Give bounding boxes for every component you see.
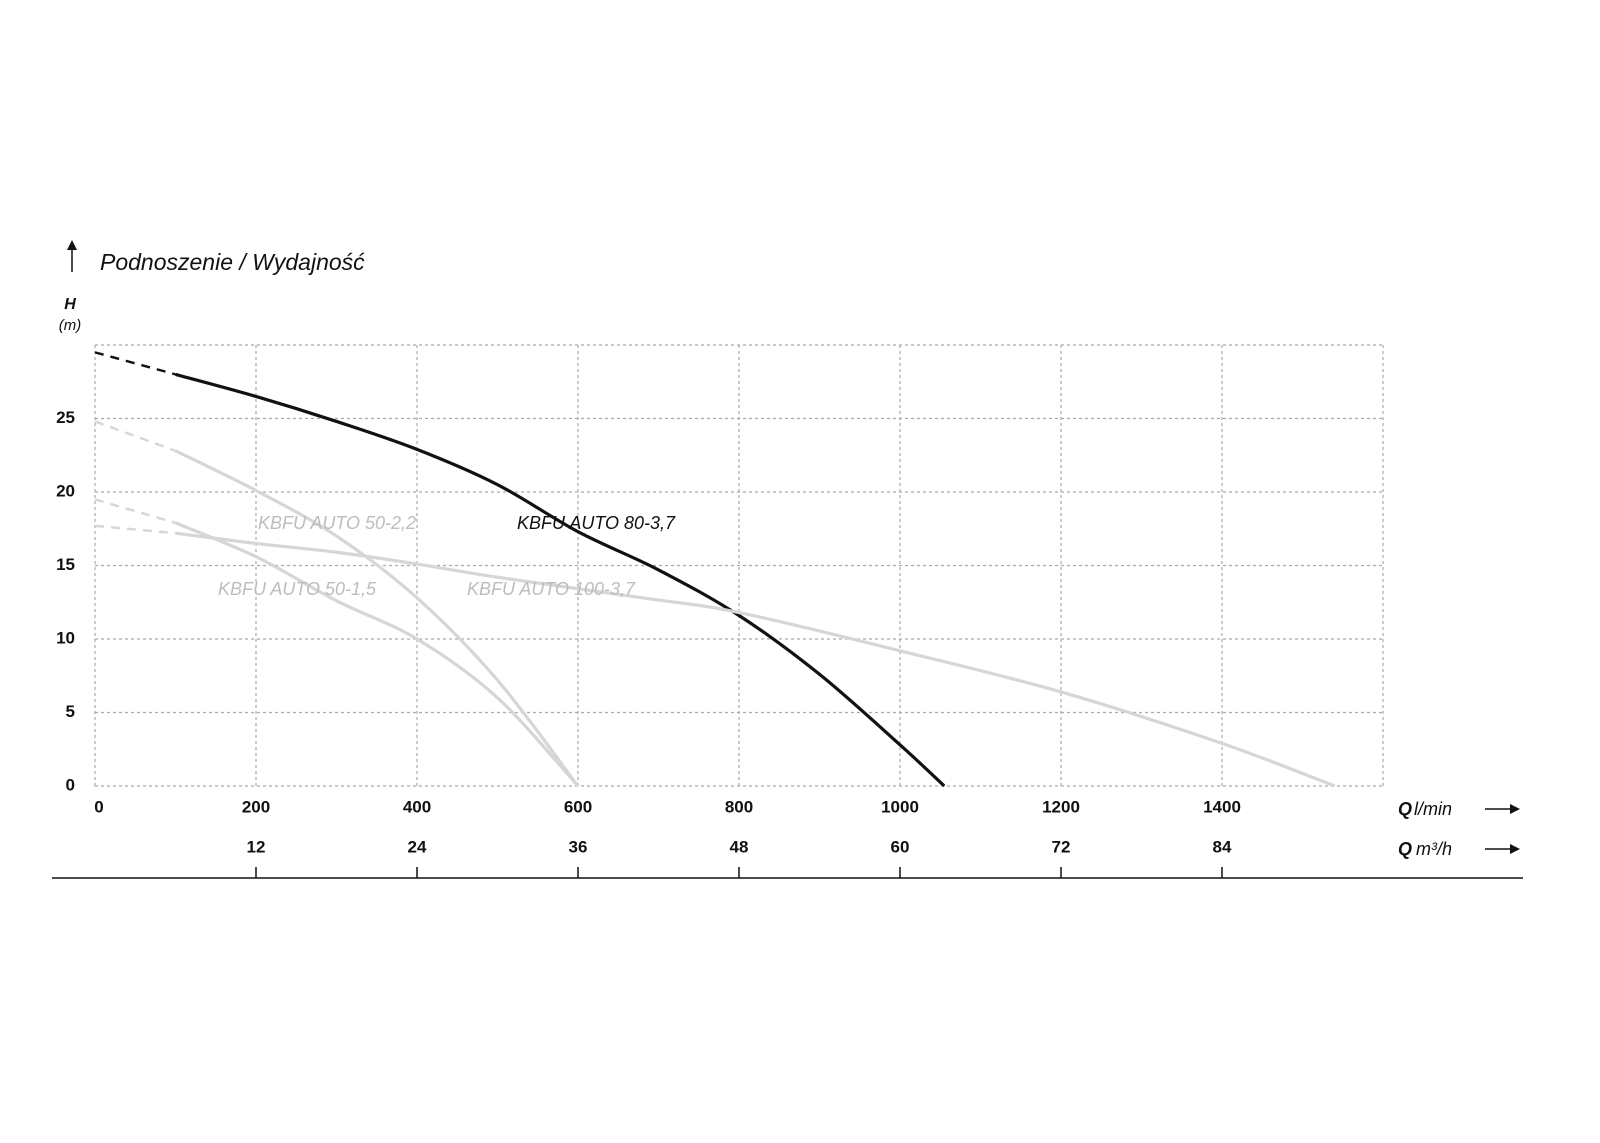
x-axis-unit: l/min	[1414, 799, 1452, 819]
series-label: KBFU AUTO 50-1,5	[218, 579, 377, 599]
x2-tick-label: 36	[569, 837, 588, 856]
x2-tick-label: 24	[408, 837, 427, 856]
series-line-extrapolated	[94, 351, 176, 376]
x-tick-label: 1000	[881, 797, 919, 816]
y-axis-unit: (m)	[59, 317, 82, 334]
series-label: KBFU AUTO 80-3,7	[517, 513, 676, 533]
chart-title: Podnoszenie / Wydajność	[100, 249, 365, 275]
y-tick-label: 15	[56, 555, 75, 574]
x-tick-label: 200	[242, 797, 270, 816]
series-label: KBFU AUTO 100-3,7	[467, 579, 636, 599]
y-tick-label: 25	[56, 408, 75, 427]
series-label: KBFU AUTO 50-2,2	[258, 513, 416, 533]
x-tick-label: 1200	[1042, 797, 1080, 816]
x2-tick-label: 60	[891, 837, 910, 856]
x2-tick-label: 12	[247, 837, 266, 856]
x2-axis-unit: m³/h	[1416, 839, 1452, 859]
y-arrow-head	[67, 240, 77, 250]
x2-arrow-head	[1510, 844, 1520, 854]
y-tick-label: 0	[66, 775, 75, 794]
y-axis-symbol: H	[64, 296, 76, 313]
series-line-extrapolated	[94, 420, 176, 452]
y-tick-label: 20	[56, 481, 75, 500]
x-tick-label: 1400	[1203, 797, 1241, 816]
x-arrow-head	[1510, 804, 1520, 814]
series-line	[174, 521, 580, 788]
x-axis-symbol: Q	[1398, 799, 1412, 819]
series-line-extrapolated	[94, 524, 176, 535]
series-line	[175, 372, 946, 788]
x-tick-label: 0	[94, 797, 103, 816]
x2-tick-label: 84	[1213, 837, 1232, 856]
x2-tick-label: 72	[1052, 837, 1071, 856]
x-tick-label: 400	[403, 797, 431, 816]
y-tick-label: 5	[66, 702, 75, 721]
x2-tick-label: 48	[730, 837, 749, 856]
series-line	[174, 449, 580, 787]
series-line-extrapolated	[94, 498, 176, 525]
x-tick-label: 600	[564, 797, 592, 816]
y-tick-label: 10	[56, 628, 75, 647]
x2-axis-symbol: Q	[1398, 839, 1412, 859]
series-line	[175, 531, 1336, 788]
x-tick-label: 800	[725, 797, 753, 816]
